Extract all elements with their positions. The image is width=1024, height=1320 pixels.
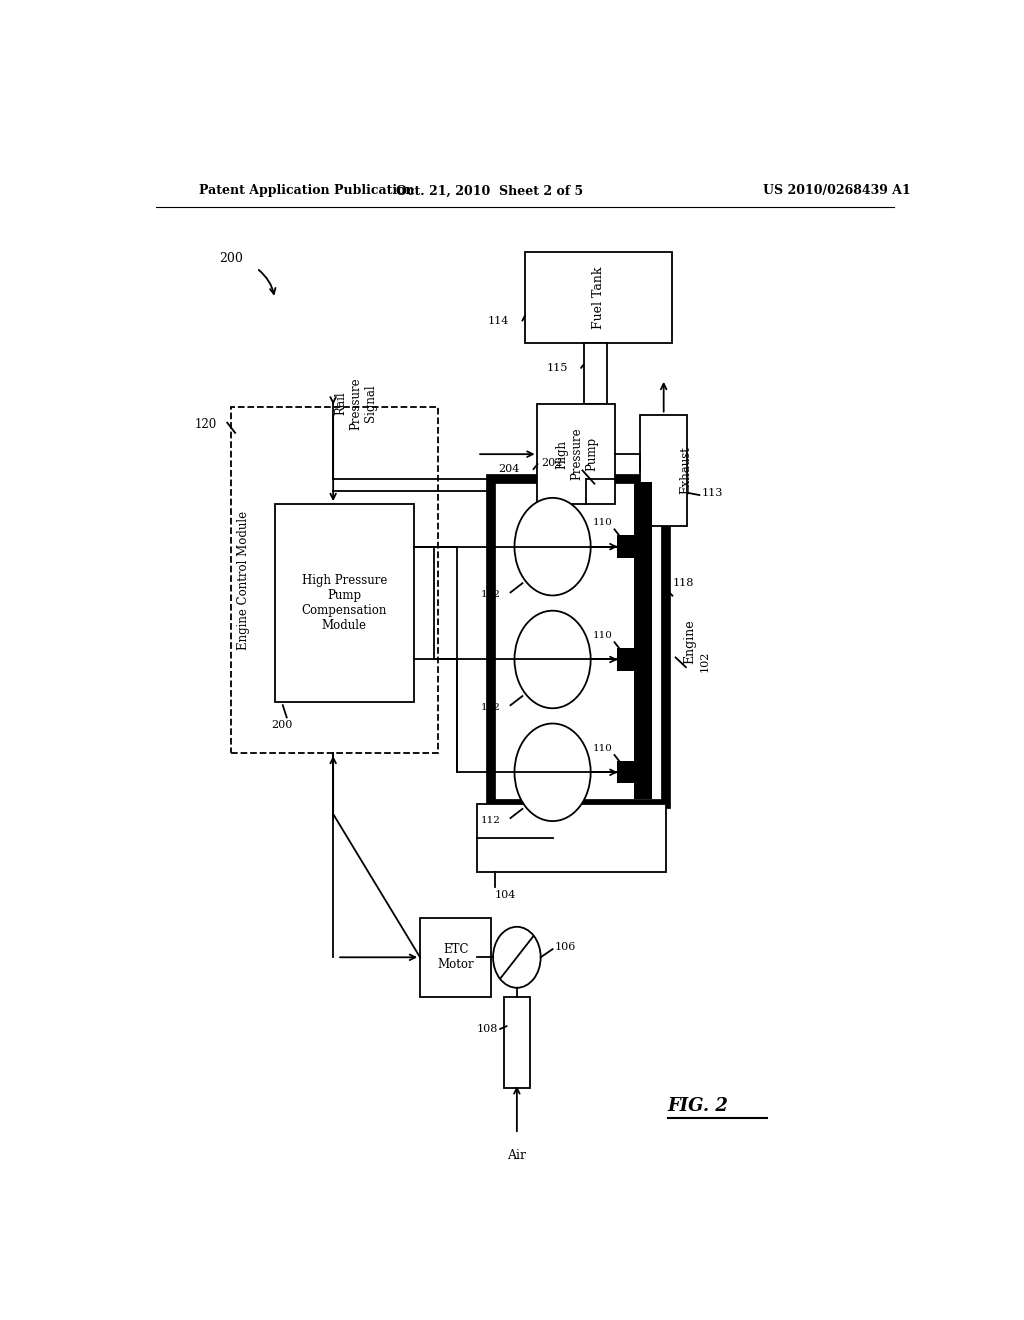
- Text: 204: 204: [499, 465, 520, 474]
- Circle shape: [514, 611, 591, 709]
- Text: Engine: Engine: [683, 619, 696, 664]
- Text: Oct. 21, 2010  Sheet 2 of 5: Oct. 21, 2010 Sheet 2 of 5: [395, 185, 583, 198]
- Text: 106: 106: [555, 942, 577, 952]
- Text: 113: 113: [701, 488, 723, 498]
- Text: 202: 202: [542, 458, 562, 469]
- Text: Rail
Pressure
Signal: Rail Pressure Signal: [334, 378, 377, 430]
- Text: Exhaust: Exhaust: [679, 446, 692, 495]
- Text: 110: 110: [593, 631, 613, 640]
- Text: 108: 108: [476, 1024, 498, 1034]
- Bar: [274, 504, 414, 702]
- Text: US 2010/0268439 A1: US 2010/0268439 A1: [763, 185, 910, 198]
- Text: 115: 115: [546, 363, 567, 372]
- Text: 112: 112: [480, 704, 500, 713]
- Bar: [231, 408, 437, 752]
- Text: High
Pressure
Pump: High Pressure Pump: [555, 428, 598, 480]
- Circle shape: [514, 498, 591, 595]
- Text: ETC
Motor: ETC Motor: [437, 944, 474, 972]
- Bar: [634, 482, 652, 799]
- Text: 112: 112: [480, 590, 500, 599]
- Text: Air: Air: [507, 1150, 526, 1163]
- Bar: [492, 479, 666, 804]
- Text: 200: 200: [219, 252, 243, 264]
- Text: 120: 120: [195, 417, 217, 430]
- Text: Engine Control Module: Engine Control Module: [237, 511, 250, 649]
- Bar: [420, 917, 492, 997]
- Text: 110: 110: [593, 744, 613, 752]
- Circle shape: [494, 927, 541, 987]
- Text: 112: 112: [480, 816, 500, 825]
- Circle shape: [514, 723, 591, 821]
- Bar: [584, 343, 607, 404]
- Text: 102: 102: [699, 651, 710, 672]
- Bar: [524, 252, 672, 343]
- Bar: [616, 648, 634, 671]
- Bar: [640, 414, 687, 527]
- Text: 200: 200: [270, 721, 292, 730]
- Text: High Pressure
Pump
Compensation
Module: High Pressure Pump Compensation Module: [302, 574, 387, 632]
- Bar: [477, 804, 666, 873]
- Bar: [616, 762, 634, 784]
- Text: 118: 118: [673, 578, 694, 587]
- Bar: [504, 997, 529, 1089]
- Text: Patent Application Publication: Patent Application Publication: [200, 185, 415, 198]
- Text: 110: 110: [593, 519, 613, 528]
- Text: 114: 114: [487, 315, 509, 326]
- Text: 104: 104: [495, 890, 516, 900]
- Bar: [616, 536, 634, 558]
- Bar: [538, 404, 615, 504]
- Text: Fuel Tank: Fuel Tank: [592, 267, 605, 329]
- Text: FIG. 2: FIG. 2: [668, 1097, 728, 1114]
